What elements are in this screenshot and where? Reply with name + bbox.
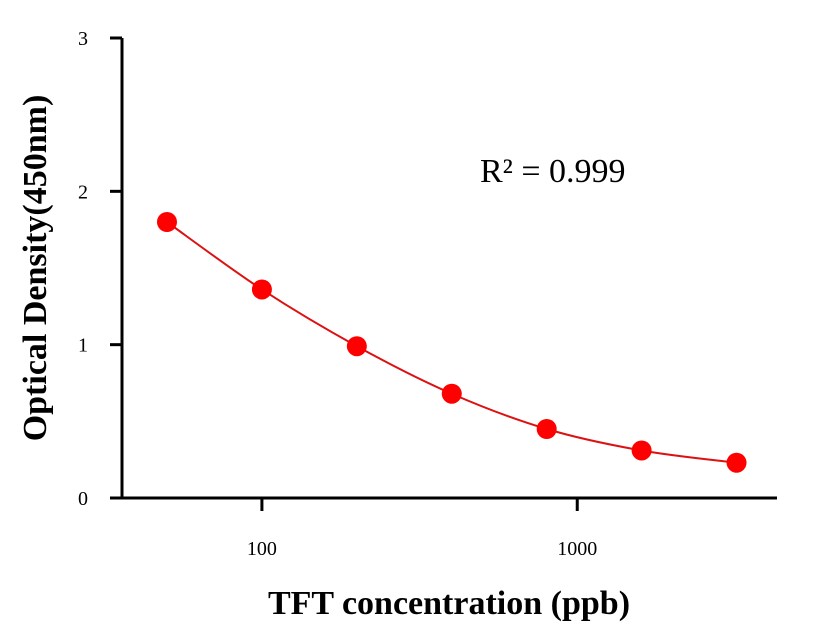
data-point [631, 440, 652, 461]
y-tick-label: 0 [78, 488, 88, 510]
x-axis-title: TFT concentration (ppb) [268, 585, 630, 622]
y-tick-label: 2 [78, 181, 88, 203]
annotation-r-squared: R² = 0.999 [480, 153, 626, 190]
y-axis-title: Optical Density(450nm) [17, 95, 54, 442]
data-point [346, 336, 367, 357]
x-tick-label: 100 [247, 538, 277, 560]
fit-curve [166, 221, 737, 464]
data-point [536, 419, 557, 439]
plot-area: 0 1 2 3 100 1000 [78, 28, 777, 560]
data-points [156, 212, 747, 473]
y-ticks: 0 1 2 3 [78, 28, 122, 510]
y-tick-label: 1 [78, 335, 88, 357]
data-point [726, 452, 747, 473]
x-tick-label: 1000 [557, 538, 597, 560]
x-ticks: 100 1000 [247, 498, 597, 560]
y-tick-label: 3 [78, 28, 88, 50]
data-point [251, 279, 272, 300]
data-point [441, 383, 462, 404]
data-point [156, 212, 177, 232]
